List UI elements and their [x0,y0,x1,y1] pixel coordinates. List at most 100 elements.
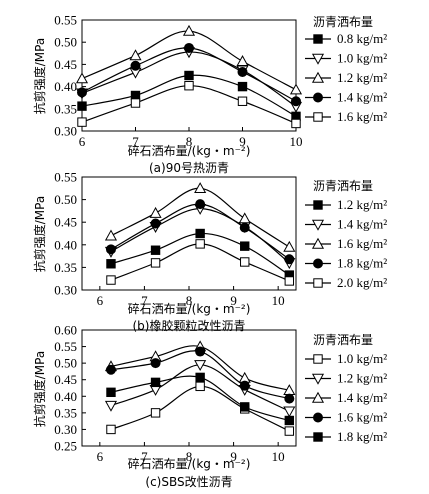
legend-entry: 2.0 kg/m² [337,275,387,290]
y-axis-label: 抗剪强度/MPa [32,196,47,272]
data-point [182,24,196,36]
legend-entry: 1.4 kg/m² [337,90,387,105]
data-point [150,408,161,418]
legend-marker [313,34,323,44]
data-point [237,81,248,92]
x-tick-label: 7 [141,449,148,464]
legend-title: 沥青洒布量 [313,15,373,29]
y-tick-label: 0.50 [54,192,77,207]
data-point [291,96,301,107]
chart-title: (a)90号热沥青 [149,161,229,175]
legend-entry: 1.0 kg/m² [337,51,387,66]
legend-marker [311,53,325,65]
data-point [130,60,141,71]
legend-entry: 1.2 kg/m² [337,70,387,85]
legend-title: 沥青洒布量 [313,333,373,347]
y-tick-label: 0.35 [54,260,77,275]
y-tick-label: 0.40 [54,389,77,404]
x-tick-label: 6 [97,449,104,464]
data-point [150,377,161,388]
series-line [110,385,290,432]
data-point [284,393,295,404]
y-tick-label: 0.55 [54,170,77,185]
legend-entry: 1.6 kg/m² [337,109,387,124]
x-tick-label: 7 [141,293,148,308]
data-point [104,229,118,241]
data-point [149,206,162,218]
data-point [195,372,205,383]
x-axis-label: 碎石洒布量/(kg・m⁻²) [128,143,251,158]
data-point [106,275,116,285]
legend-entry: 1.2 kg/m² [337,371,387,386]
data-point [239,380,250,391]
y-axis-label: 抗剪强度/MPa [32,351,47,427]
y-tick-label: 0.30 [54,283,77,298]
data-point [106,387,116,398]
x-tick-label: 9 [239,134,246,149]
data-point [284,276,295,286]
y-tick-label: 0.55 [54,13,77,28]
data-point [291,118,301,129]
x-tick-label: 7 [132,134,139,149]
data-point [195,228,205,239]
data-point [195,381,205,392]
x-tick-label: 9 [230,293,237,308]
legend-marker [313,92,323,103]
data-point [77,87,87,98]
y-tick-label: 0.45 [54,57,77,72]
data-point [150,245,161,255]
y-tick-label: 0.30 [54,422,77,437]
y-tick-label: 0.40 [54,237,77,252]
x-tick-label: 8 [186,134,193,149]
x-axis-label: 碎石洒布量/(kg・m⁻²) [128,301,251,316]
legend-marker [313,278,323,288]
y-tick-label: 0.35 [54,101,77,116]
data-point [289,83,303,95]
data-point [239,222,250,233]
legend-marker [313,258,323,269]
legend-entry: 1.4 kg/m² [337,217,387,232]
y-axis-label: 抗剪强度/MPa [32,38,47,114]
y-tick-label: 0.45 [54,215,77,230]
legend: 沥青洒布量 1.2 kg/m² 1.4 kg/m² 1.6 kg/m² 1.8 kg/m… [305,179,387,290]
data-point [129,49,142,61]
data-point [194,182,207,193]
legend-marker [313,200,323,210]
data-point [106,424,116,435]
data-point [195,199,206,210]
data-point [184,81,194,91]
series-line [81,85,297,125]
data-point [283,406,296,418]
data-point [240,402,250,412]
data-point [284,415,295,426]
legend-marker [311,373,325,385]
legend: 沥青洒布量 0.8 kg/m² 1.0 kg/m² 1.2 kg/m² 1.4 kg/m… [305,15,387,124]
legend-marker [311,391,325,403]
data-point [194,360,207,372]
y-tick-label: 0.45 [54,372,77,387]
y-tick-label: 0.60 [54,323,77,338]
data-point [77,101,87,111]
series-line [110,187,290,248]
data-point [236,55,249,66]
x-tick-label: 6 [79,134,86,149]
data-point [130,98,141,108]
chart-panel-3: 0.25 0.30 0.350.40 0.450.50 0.550.60 6 7 8 9 10 碎石… [32,323,387,490]
legend-marker [313,412,323,423]
x-tick-label: 8 [186,449,193,464]
x-tick-label: 6 [97,293,104,308]
legend-entry: 1.6 kg/m² [337,410,387,425]
data-point [284,426,295,436]
y-tick-label: 0.50 [54,356,77,371]
chart-title: (b)橡胶颗粒改性沥青 [133,318,246,333]
x-axis-label: 碎石洒布量/(kg・m⁻²) [128,456,251,471]
legend-entry: 1.8 kg/m² [337,429,387,444]
data-point [150,358,161,369]
legend-entry: 1.4 kg/m² [337,390,387,405]
x-tick-label: 9 [230,449,237,464]
data-point [240,241,250,251]
data-point [237,66,248,77]
data-point [184,70,194,81]
data-point [77,117,87,127]
data-point [237,96,248,106]
